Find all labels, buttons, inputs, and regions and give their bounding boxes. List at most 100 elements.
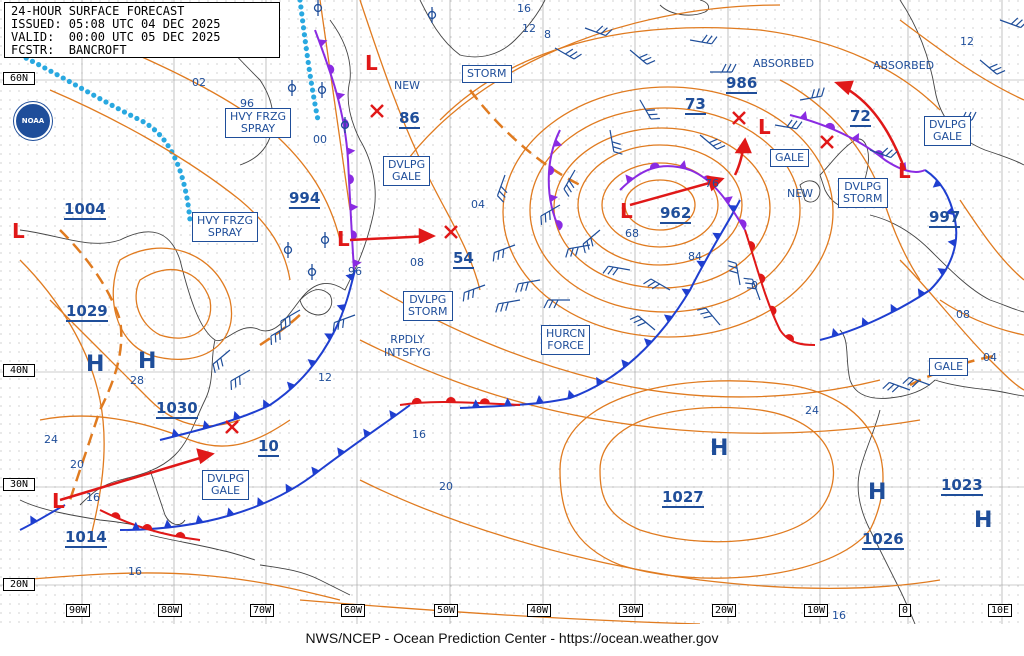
wind-barb-icon xyxy=(743,277,761,301)
front-triangle xyxy=(553,139,563,147)
isobar-label: 8 xyxy=(544,28,551,41)
front-triangle xyxy=(324,333,334,341)
ice-edge-dot xyxy=(301,32,308,38)
lon-label: 40W xyxy=(527,604,552,617)
ice-edge-dot xyxy=(66,78,72,85)
pressure-value: 1027 xyxy=(662,488,704,508)
front-triangle xyxy=(596,376,604,386)
wind-barbs xyxy=(212,17,1024,393)
front-triangle xyxy=(311,466,320,476)
track-arrowhead-east xyxy=(734,137,752,154)
front-triangle xyxy=(549,194,559,203)
ice-edge-dot xyxy=(303,45,309,52)
track-arrow-newfoundland xyxy=(349,234,431,242)
pressure-value: 1029 xyxy=(66,302,108,322)
wind-barb-icon xyxy=(582,229,601,253)
isobar-west-4 xyxy=(19,572,341,601)
pressure-value: 1014 xyxy=(65,528,107,548)
pressure-value: 1004 xyxy=(64,200,106,220)
isobar-high-1027-2 xyxy=(559,380,884,579)
front-triangle xyxy=(663,314,673,323)
ice-edge-dot xyxy=(313,108,319,114)
ice-edge-dot xyxy=(156,132,163,138)
ice-edge-dot xyxy=(78,85,85,91)
front-triangle xyxy=(336,92,346,101)
ice-edge-dot xyxy=(115,106,121,112)
isobar-low-962-inner-2 xyxy=(601,162,719,248)
wind-barb-icon xyxy=(495,299,521,313)
isobar-west-3 xyxy=(39,415,291,447)
ice-edge-dot xyxy=(308,80,315,86)
coastline-cuba xyxy=(149,534,256,561)
front-triangle xyxy=(30,515,38,525)
front-triangle xyxy=(535,395,544,404)
front-triangle xyxy=(163,519,172,528)
front-triangle xyxy=(696,260,706,269)
ice-edge-dot xyxy=(42,65,48,71)
ice-edge-dot xyxy=(36,62,42,68)
isobar-label: 20 xyxy=(70,458,84,471)
storm-tracks xyxy=(59,80,907,502)
isobar-label: 04 xyxy=(983,351,997,364)
x-mark-1 xyxy=(370,104,384,118)
lon-label: 90W xyxy=(66,604,91,617)
ice-edge-dot xyxy=(103,99,109,105)
lon-label: 30W xyxy=(619,604,644,617)
isobar-label: 16 xyxy=(517,2,531,15)
low-center-icon: L xyxy=(620,199,633,223)
wind-barb-icon xyxy=(774,119,803,130)
warning-gale: GALE xyxy=(770,149,810,167)
ice-edge-dot xyxy=(60,75,66,81)
isobar-label: 76 xyxy=(705,177,719,190)
wind-barb-icon xyxy=(280,309,301,330)
isobar-lake-low-2 xyxy=(112,247,233,360)
ice-edge-dot xyxy=(151,127,158,133)
ice-edge-dot xyxy=(172,155,178,161)
ice-edge-dot xyxy=(134,115,140,122)
freezing-spray-icon xyxy=(320,232,330,248)
high-center: H xyxy=(868,480,887,505)
ice-edge-dot xyxy=(305,59,311,66)
isobar-label: 24 xyxy=(44,433,58,446)
front-triangle xyxy=(621,359,630,369)
lon-label: 0 xyxy=(899,604,912,617)
front-triangle xyxy=(336,304,346,312)
front-triangle xyxy=(226,507,235,517)
wind-barb-icon xyxy=(902,376,931,388)
cold-front-mid-atlantic xyxy=(459,199,741,409)
coastline-iceland xyxy=(659,0,710,16)
ice-edge-dot xyxy=(128,112,134,118)
label-new: NEW xyxy=(394,79,421,92)
label-new: NEW xyxy=(787,187,814,200)
lat-label: 60N xyxy=(3,72,35,85)
pressure-value: 962 xyxy=(660,204,692,224)
high-center: H xyxy=(138,349,157,374)
freezing-spray-icon xyxy=(340,117,350,133)
coastline-greenland xyxy=(419,0,546,58)
wind-barb-icon xyxy=(710,63,737,73)
front-semicircle xyxy=(411,397,422,404)
lon-label: 20W xyxy=(712,604,737,617)
track-arrow-west xyxy=(59,453,211,502)
coastline-florida xyxy=(149,469,186,526)
isobar-label: 00 xyxy=(313,133,327,146)
wind-barb-icon xyxy=(270,324,291,345)
ice-edge-dot xyxy=(302,39,308,45)
low-centers: L L L L L L L xyxy=(12,51,911,513)
front-triangle xyxy=(644,338,653,347)
front-semicircle xyxy=(142,524,153,531)
front-triangle xyxy=(799,111,808,120)
front-triangle xyxy=(503,397,512,406)
wind-barb-icon xyxy=(629,49,656,65)
front-semicircle xyxy=(327,64,335,75)
coastline-ireland xyxy=(799,180,821,203)
isobar-high-1027-1 xyxy=(599,406,835,543)
warm-front-east-of-low xyxy=(744,229,816,346)
isobar-label: 16 xyxy=(86,491,100,504)
front-triangle xyxy=(307,359,317,368)
ice-edge-dot xyxy=(298,4,304,10)
ice-edge-dot xyxy=(179,174,185,181)
front-triangle xyxy=(851,132,860,142)
wind-barb-icon xyxy=(639,99,660,120)
front-triangle xyxy=(285,483,294,493)
